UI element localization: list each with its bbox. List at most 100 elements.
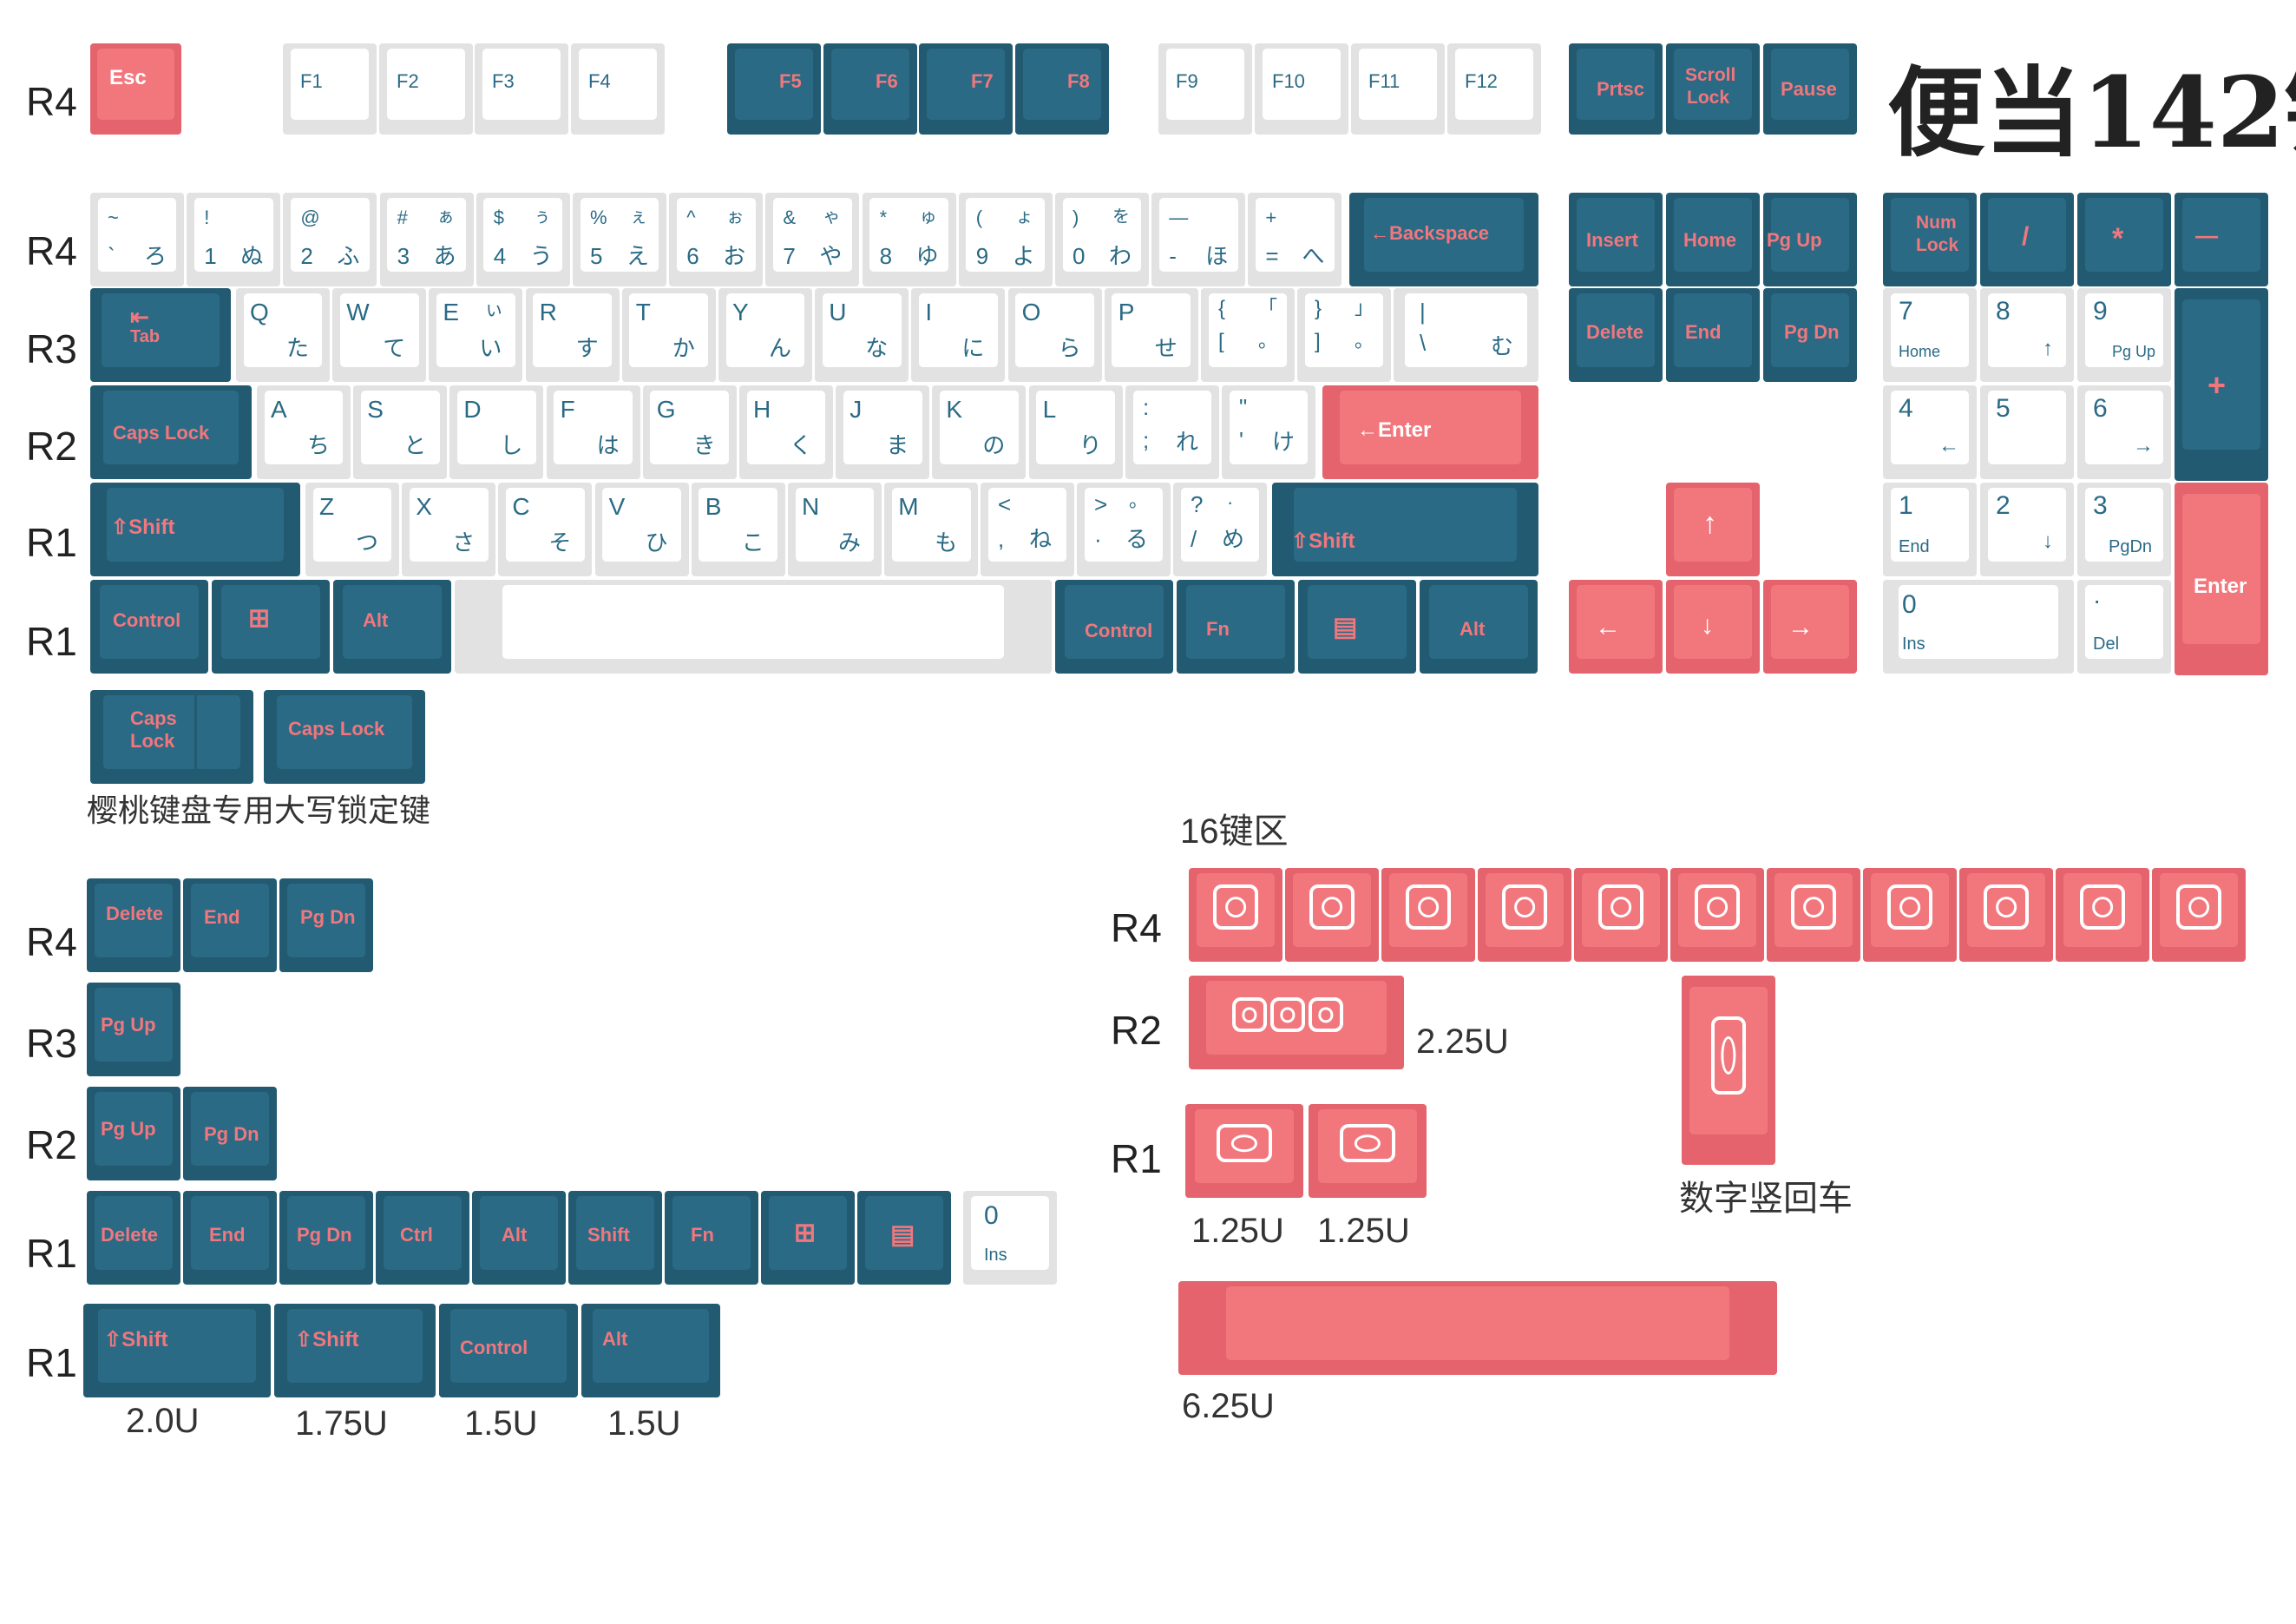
key-numpad-star[interactable]: * [2077, 193, 2171, 286]
key-novelty-5[interactable] [1574, 868, 1668, 962]
key-novelty-8[interactable] [1863, 868, 1957, 962]
key-novelty-9[interactable] [1959, 868, 2053, 962]
key-numpad-6[interactable]: 6 → [2077, 385, 2171, 479]
key-arrow-left[interactable]: ← [1569, 580, 1663, 674]
key-pgdn[interactable]: Pg Dn [1763, 288, 1857, 382]
key-quote[interactable]: " ' け [1222, 385, 1315, 479]
key-2[interactable]: @2 ふ [283, 193, 377, 286]
key-period[interactable]: > 。 · る [1077, 483, 1171, 576]
key-4[interactable]: $4 うぅ [476, 193, 570, 286]
key-novelty-vertical-enter[interactable] [1682, 976, 1775, 1165]
key-extra-ctrl[interactable]: Ctrl [376, 1191, 469, 1285]
key-3[interactable]: #3 あぁ [379, 193, 474, 286]
key-esc[interactable]: Esc [90, 43, 181, 135]
key-equal[interactable]: + = へ [1248, 193, 1342, 286]
key-novelty-125u-a[interactable] [1185, 1104, 1303, 1198]
key-right-shift[interactable]: ⇧Shift [1272, 483, 1538, 576]
key-9[interactable]: (9 よょ [958, 193, 1053, 286]
key-f7[interactable]: F7 [919, 43, 1013, 135]
key-6[interactable]: ^ 6 おぉ [669, 193, 764, 286]
key-f11[interactable]: F11 [1351, 43, 1445, 135]
key-numlock[interactable]: Num Lock [1883, 193, 1977, 286]
key-novelty-1[interactable] [1189, 868, 1282, 962]
key-f2[interactable]: F2 [379, 43, 473, 135]
key-home[interactable]: Home [1666, 193, 1760, 286]
key-numpad-enter[interactable]: Enter [2175, 483, 2268, 675]
key-f6[interactable]: F6 [823, 43, 917, 135]
key-left-alt[interactable]: Alt [333, 580, 451, 674]
key-end[interactable]: End [1666, 288, 1760, 382]
key-control-15u[interactable]: Control [439, 1304, 578, 1397]
key-left-control[interactable]: Control [90, 580, 208, 674]
key-left-win[interactable]: ⊞ [212, 580, 330, 674]
key-extra-delete[interactable]: Delete [87, 878, 180, 972]
key-extra-shift[interactable]: Shift [568, 1191, 662, 1285]
key-fn[interactable]: Fn [1177, 580, 1295, 674]
key-novelty-7[interactable] [1767, 868, 1860, 962]
key-menu[interactable]: ▤ [1298, 580, 1416, 674]
key-semicolon[interactable]: :; れ [1125, 385, 1219, 479]
key-f3[interactable]: F3 [475, 43, 568, 135]
key-extra-pgdn[interactable]: Pg Dn [279, 878, 373, 972]
key-extra-pgdn-r1[interactable]: Pg Dn [279, 1191, 373, 1285]
key-extra-pgdn-r2[interactable]: Pg Dn [183, 1087, 277, 1180]
key-numpad-minus[interactable]: — [2175, 193, 2268, 286]
key-delete[interactable]: Delete [1569, 288, 1663, 382]
key-5[interactable]: % 5 えぇ [573, 193, 666, 286]
key-novelty-4[interactable] [1478, 868, 1571, 962]
key-comma[interactable]: <, ね [981, 483, 1074, 576]
key-arrow-right[interactable]: → [1763, 580, 1857, 674]
key-slash[interactable]: ? · / め [1173, 483, 1267, 576]
key-extra-fn[interactable]: Fn [665, 1191, 758, 1285]
key-novelty-125u-b[interactable] [1309, 1104, 1427, 1198]
key-arrow-up[interactable]: ↑ [1666, 483, 1760, 576]
key-capslock-alt[interactable]: Caps Lock [264, 690, 425, 784]
key-extra-delete-r1[interactable]: Delete [87, 1191, 180, 1285]
key-alt-15u[interactable]: Alt [581, 1304, 720, 1397]
key-left-shift[interactable]: ⇧Shift [90, 483, 300, 576]
key-minus[interactable]: — - ほ [1151, 193, 1246, 286]
key-numpad-2[interactable]: 2 ↓ [1980, 483, 2074, 576]
key-numpad-3[interactable]: 3 PgDn [2077, 483, 2171, 576]
key-numpad-7[interactable]: 7 Home [1883, 288, 1977, 382]
key-numpad-4[interactable]: 4 ← [1883, 385, 1977, 479]
key-novelty-10[interactable] [2056, 868, 2149, 962]
key-backspace[interactable]: ←Backspace [1349, 193, 1538, 286]
key-grave[interactable]: ~ ` ろ [90, 193, 184, 286]
key-numpad-1[interactable]: 1 End [1883, 483, 1977, 576]
key-f5[interactable]: F5 [727, 43, 821, 135]
key-extra-end[interactable]: End [183, 878, 277, 972]
key-numpad-8[interactable]: 8 ↑ [1980, 288, 2074, 382]
key-pgup[interactable]: Pg Up [1763, 193, 1857, 286]
key-0[interactable]: ) 0 わを [1055, 193, 1149, 286]
key-scroll-lock[interactable]: Scroll Lock [1666, 43, 1760, 135]
key-spacebar[interactable] [455, 580, 1052, 674]
key-novelty-6[interactable] [1670, 868, 1764, 962]
key-extra-end-r1[interactable]: End [183, 1191, 277, 1285]
key-numpad-5[interactable]: 5 [1980, 385, 2074, 479]
key-8[interactable]: * 8 ゆゅ [862, 193, 956, 286]
key-backslash[interactable]: | \ む [1394, 288, 1538, 382]
key-extra-pgup-r2[interactable]: Pg Up [87, 1087, 180, 1180]
key-7[interactable]: & 7 やゃ [765, 193, 860, 286]
key-numpad-slash[interactable]: / [1980, 193, 2074, 286]
key-prtsc[interactable]: Prtsc [1569, 43, 1663, 135]
key-f9[interactable]: F9 [1158, 43, 1252, 135]
key-numpad-dot[interactable]: · Del [2077, 580, 2171, 674]
